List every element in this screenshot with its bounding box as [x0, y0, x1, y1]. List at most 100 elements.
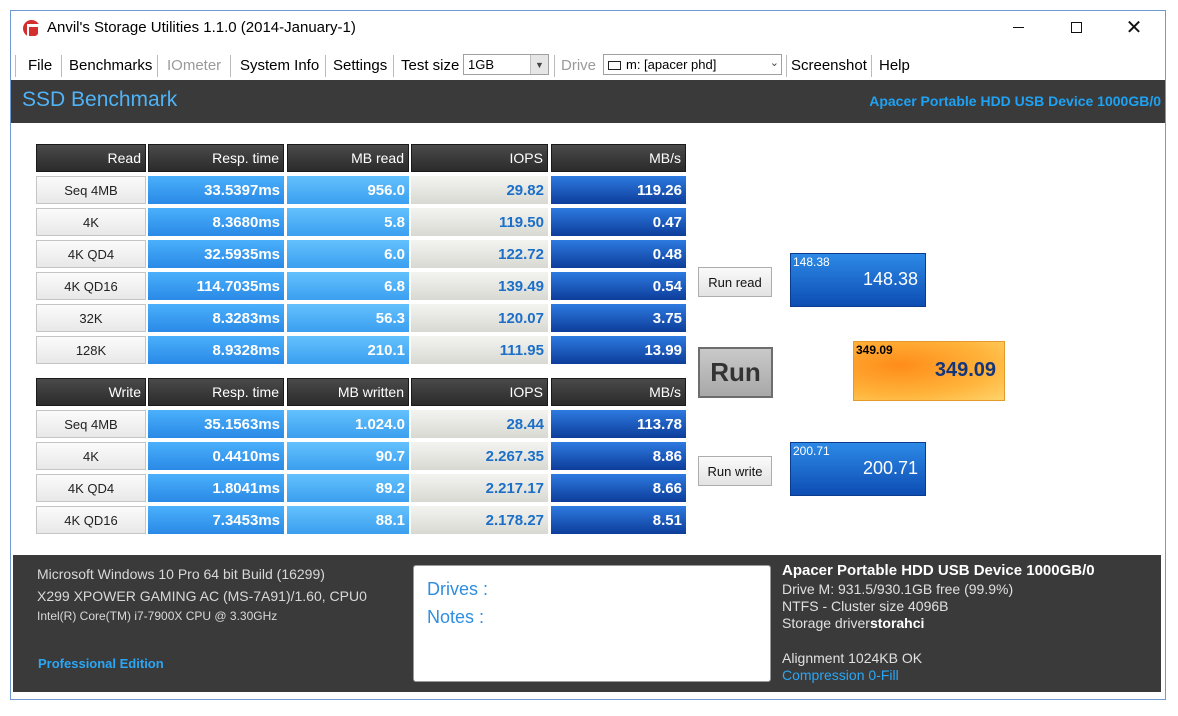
- menu-separator: [393, 55, 394, 77]
- app-window: Anvil's Storage Utilities 1.1.0 (2014-Ja…: [10, 10, 1166, 700]
- read-mbs-value: 0.47: [551, 208, 686, 236]
- menu-separator: [325, 55, 326, 77]
- cpu-info: Intel(R) Core(TM) i7-7900X CPU @ 3.30GHz: [37, 609, 278, 623]
- menu-benchmarks[interactable]: Benchmarks: [69, 57, 153, 74]
- write-mb-value: 90.7: [287, 442, 409, 470]
- run-read-button[interactable]: Run read: [698, 267, 772, 297]
- menu-separator: [15, 55, 16, 77]
- write-mb-value: 89.2: [287, 474, 409, 502]
- footer-panel: Microsoft Windows 10 Pro 64 bit Build (1…: [13, 555, 1161, 692]
- filesystem-info: NTFS - Cluster size 4096B: [782, 598, 949, 614]
- device-name: Apacer Portable HDD USB Device 1000GB/0: [869, 93, 1161, 109]
- read-row-label: 128K: [36, 336, 146, 364]
- write-iops-value: 2.267.35: [411, 442, 548, 470]
- menu-iometer[interactable]: IOmeter: [167, 57, 222, 74]
- title-bar: Anvil's Storage Utilities 1.1.0 (2014-Ja…: [11, 11, 1165, 43]
- write-header-iops: IOPS: [411, 378, 548, 406]
- menu-separator: [157, 55, 158, 77]
- menu-file[interactable]: File: [28, 57, 53, 74]
- write-header-mb: MB written: [287, 378, 409, 406]
- write-mb-value: 88.1: [287, 506, 409, 534]
- read-mb-value: 5.8: [287, 208, 409, 236]
- drive-select[interactable]: m: [apacer phd] ⌄: [603, 54, 782, 75]
- read-iops-value: 122.72: [411, 240, 548, 268]
- maximize-button[interactable]: [1047, 11, 1105, 43]
- drive-value: m: [apacer phd]: [626, 57, 717, 72]
- read-mbs-value: 119.26: [551, 176, 686, 204]
- menu-system-info[interactable]: System Info: [240, 57, 320, 74]
- write-score-small: 200.71: [793, 444, 830, 458]
- test-size-select[interactable]: 1GB ▼: [463, 54, 549, 75]
- write-row-label: 4K: [36, 442, 146, 470]
- read-resp-time: 114.7035ms: [148, 272, 284, 300]
- total-score-box: 349.09 349.09: [853, 341, 1005, 401]
- header-band: SSD Benchmark Apacer Portable HDD USB De…: [11, 80, 1165, 123]
- read-header-resp: Resp. time: [148, 144, 284, 172]
- os-info: Microsoft Windows 10 Pro 64 bit Build (1…: [37, 566, 325, 582]
- read-iops-value: 119.50: [411, 208, 548, 236]
- write-iops-value: 2.178.27: [411, 506, 548, 534]
- menu-settings[interactable]: Settings: [333, 57, 388, 74]
- read-iops-value: 139.49: [411, 272, 548, 300]
- write-iops-value: 2.217.17: [411, 474, 548, 502]
- page-title: SSD Benchmark: [22, 88, 178, 111]
- read-resp-time: 8.3283ms: [148, 304, 284, 332]
- read-row-label: 4K: [36, 208, 146, 236]
- read-mbs-value: 13.99: [551, 336, 686, 364]
- menu-help[interactable]: Help: [879, 57, 910, 74]
- write-resp-time: 0.4410ms: [148, 442, 284, 470]
- read-mb-value: 6.0: [287, 240, 409, 268]
- read-header-label: Read: [36, 144, 146, 172]
- menu-bar: File Benchmarks IOmeter System Info Sett…: [11, 53, 1165, 79]
- close-button[interactable]: ✕: [1105, 11, 1163, 43]
- read-header-mb: MB read: [287, 144, 409, 172]
- anvil-app-icon: [23, 20, 40, 38]
- write-mb-value: 1.024.0: [287, 410, 409, 438]
- read-mbs-value: 3.75: [551, 304, 686, 332]
- notes-input[interactable]: Drives : Notes :: [413, 565, 771, 682]
- run-button[interactable]: Run: [698, 347, 773, 398]
- drive-label: Drive: [561, 57, 597, 74]
- menu-separator: [871, 55, 872, 77]
- test-size-label: Test size: [401, 57, 460, 74]
- read-resp-time: 33.5397ms: [148, 176, 284, 204]
- maximize-icon: [1070, 21, 1082, 33]
- edition-label: Professional Edition: [38, 656, 164, 671]
- read-iops-value: 111.95: [411, 336, 548, 364]
- read-row-label: 32K: [36, 304, 146, 332]
- storage-driver-info: Storage driverstorahci: [782, 615, 924, 631]
- notes-label: Notes :: [427, 607, 485, 627]
- read-header-mbs: MB/s: [551, 144, 686, 172]
- read-score-box: 148.38 148.38: [790, 253, 926, 307]
- menu-screenshot[interactable]: Screenshot: [791, 57, 867, 74]
- read-mb-value: 956.0: [287, 176, 409, 204]
- write-resp-time: 1.8041ms: [148, 474, 284, 502]
- drives-label: Drives :: [427, 579, 489, 599]
- write-score: 200.71: [862, 458, 918, 478]
- read-iops-value: 120.07: [411, 304, 548, 332]
- write-row-label: 4K QD4: [36, 474, 146, 502]
- run-write-button[interactable]: Run write: [698, 456, 772, 486]
- write-score-box: 200.71 200.71: [790, 442, 926, 496]
- write-iops-value: 28.44: [411, 410, 548, 438]
- close-icon: ✕: [1125, 15, 1143, 39]
- read-resp-time: 8.9328ms: [148, 336, 284, 364]
- chevron-down-icon: ▼: [530, 55, 548, 74]
- read-score-small: 148.38: [793, 255, 830, 269]
- write-header-label: Write: [36, 378, 146, 406]
- read-iops-value: 29.82: [411, 176, 548, 204]
- write-mbs-value: 8.66: [551, 474, 686, 502]
- read-mbs-value: 0.54: [551, 272, 686, 300]
- minimize-button[interactable]: [989, 11, 1047, 43]
- read-mb-value: 210.1: [287, 336, 409, 364]
- read-row-label: 4K QD16: [36, 272, 146, 300]
- minimize-icon: [1012, 26, 1024, 28]
- total-score-small: 349.09: [856, 343, 893, 357]
- read-header-iops: IOPS: [411, 144, 548, 172]
- compression-info: Compression 0-Fill: [782, 667, 899, 683]
- read-resp-time: 32.5935ms: [148, 240, 284, 268]
- write-header-resp: Resp. time: [148, 378, 284, 406]
- read-row-label: 4K QD4: [36, 240, 146, 268]
- write-header-mbs: MB/s: [551, 378, 686, 406]
- menu-separator: [786, 55, 787, 77]
